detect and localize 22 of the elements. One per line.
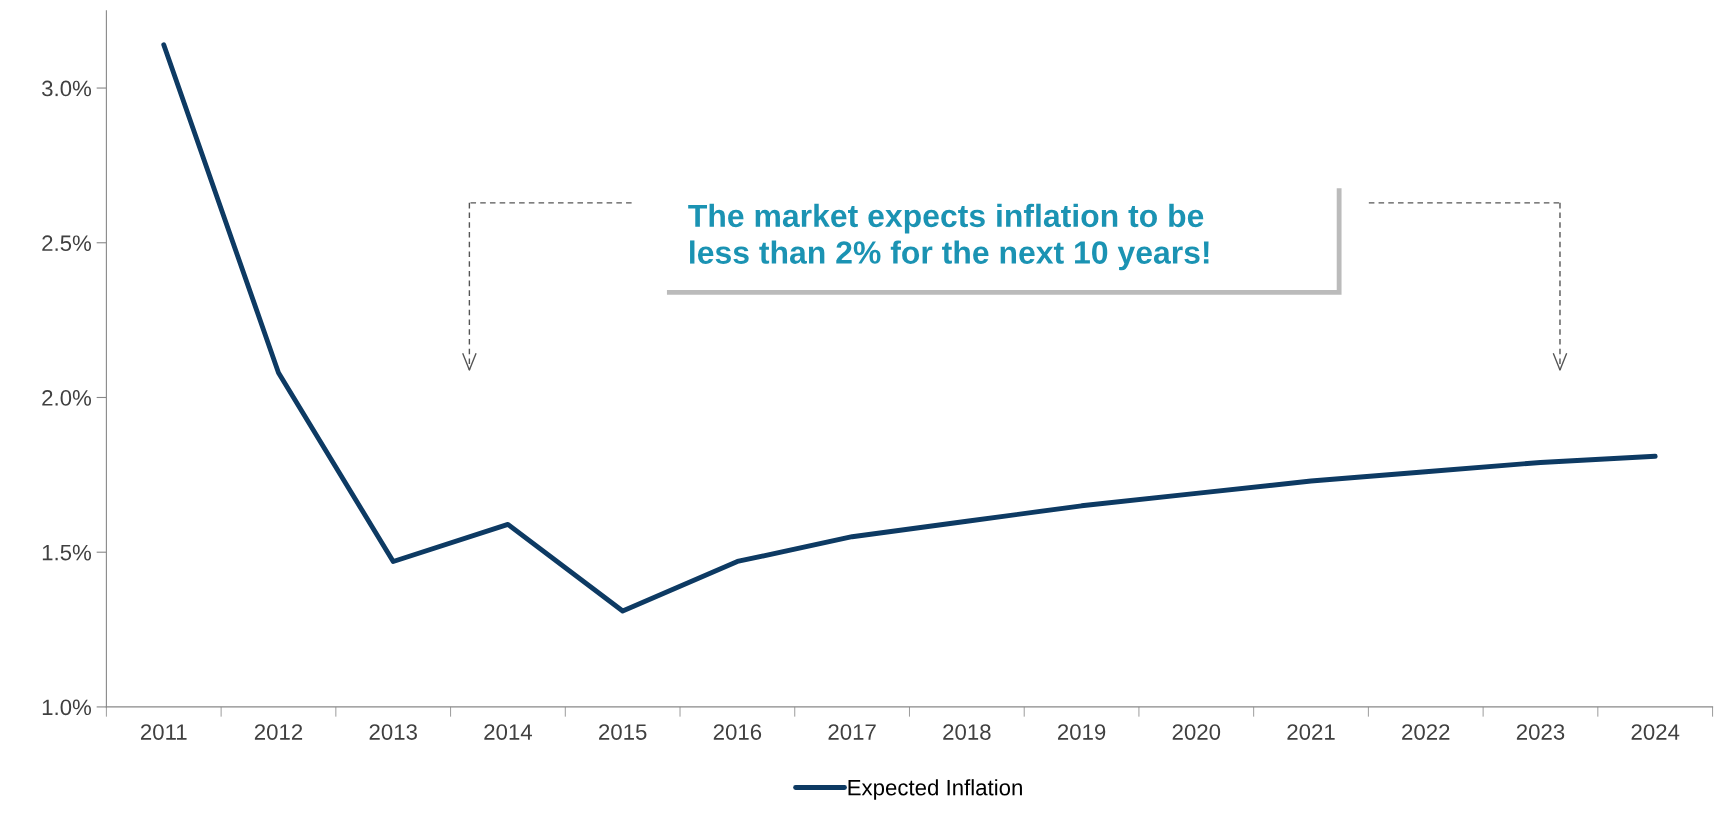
x-tick-label: 2023 (1516, 724, 1565, 740)
legend-label: Expected Inflation (848, 779, 1022, 800)
x-tick-label: 2012 (254, 724, 303, 740)
x-tick-label: 2021 (1287, 724, 1335, 740)
x-tick-label: 2024 (1631, 724, 1680, 740)
annotation: The market expects inflation to be less than 2% for the next 10 years! (688, 203, 1209, 271)
x-tick-label: 2016 (713, 724, 762, 740)
x-tick-label: 2011 (140, 724, 187, 740)
x-tick-label: 2020 (1172, 724, 1221, 740)
y-tick-label: 2.5% (42, 235, 92, 252)
y-tick-label: 3.0% (42, 80, 92, 97)
y-tick-label: 1.0% (42, 699, 92, 716)
x-tick-label: 2019 (1057, 724, 1106, 740)
x-tick-label: 2017 (828, 724, 876, 740)
y-tick-label: 2.0% (42, 390, 92, 406)
x-tick-label: 2013 (369, 724, 417, 740)
x-tick-label: 2014 (484, 724, 533, 740)
line-series (161, 42, 1658, 614)
x-tick-label: 2018 (943, 724, 991, 740)
x-tick-label: 2022 (1402, 724, 1450, 740)
x-tick-label: 2015 (599, 724, 647, 740)
y-tick-label: 1.5% (42, 544, 92, 561)
